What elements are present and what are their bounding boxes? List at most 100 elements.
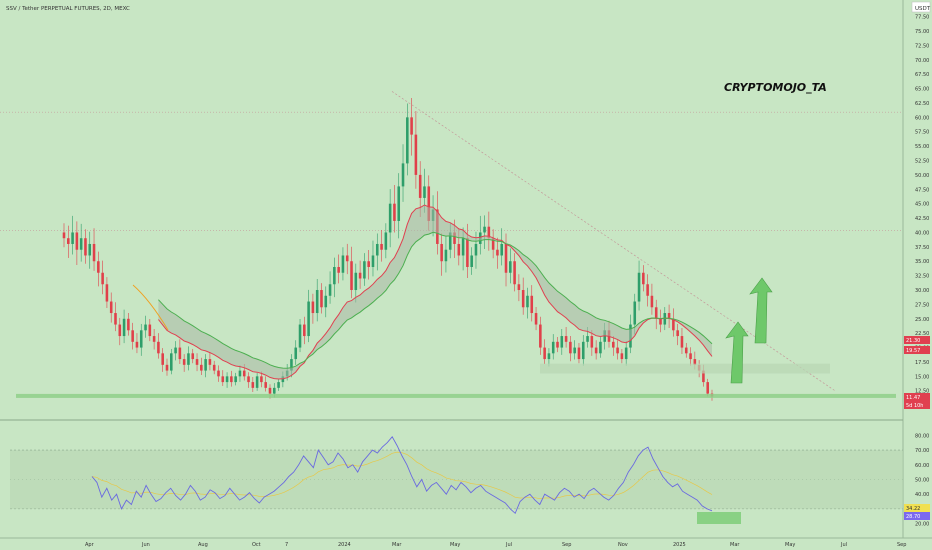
candle-body bbox=[616, 347, 619, 354]
candle-body bbox=[371, 255, 375, 267]
candle-body bbox=[414, 134, 418, 175]
candle-body bbox=[148, 324, 152, 337]
candle-body bbox=[187, 353, 190, 365]
price-tick-label: 72.50 bbox=[915, 43, 929, 49]
candle-body bbox=[144, 324, 147, 331]
candle-body bbox=[97, 261, 100, 273]
candle-body bbox=[92, 243, 96, 262]
candle-body bbox=[333, 266, 336, 285]
candle-body bbox=[556, 341, 559, 348]
price-tag bbox=[904, 401, 930, 409]
candle-body bbox=[650, 295, 654, 308]
candle-body bbox=[255, 376, 259, 388]
candle-body bbox=[521, 290, 525, 308]
candle-body bbox=[513, 261, 516, 285]
time-tick-label: Jun bbox=[141, 542, 150, 548]
candle-body bbox=[689, 353, 692, 360]
price-tick-label: 12.50 bbox=[915, 389, 929, 395]
candle-body bbox=[290, 359, 293, 371]
candle-body bbox=[169, 353, 173, 371]
candle-body bbox=[139, 330, 143, 348]
candle-body bbox=[217, 370, 220, 377]
bullish-arrow-large bbox=[749, 277, 773, 344]
candle-body bbox=[693, 359, 697, 365]
candle-body bbox=[152, 336, 156, 342]
currency-label: USDT bbox=[915, 6, 931, 12]
symbol-title: SSV / Tether PERPETUAL FUTURES, 2D, MEXC bbox=[6, 6, 130, 12]
price-tick-label: 52.50 bbox=[915, 159, 929, 165]
price-tick-label: 32.50 bbox=[915, 274, 929, 280]
support-zone bbox=[540, 363, 830, 374]
bullish-arrow-small bbox=[725, 321, 749, 384]
candle-body bbox=[251, 382, 255, 388]
time-tick-label: 2025 bbox=[673, 542, 686, 548]
candle-body bbox=[157, 341, 160, 354]
candle-body bbox=[294, 347, 298, 360]
candle-body bbox=[114, 313, 117, 325]
candle-body bbox=[654, 307, 658, 319]
candle-body bbox=[105, 284, 109, 302]
candle-body bbox=[161, 353, 164, 365]
candle-body bbox=[543, 347, 546, 360]
candle-body bbox=[487, 226, 491, 239]
time-tick-label: Sep bbox=[562, 542, 571, 548]
candle-body bbox=[586, 336, 589, 342]
candle-body bbox=[354, 272, 358, 291]
candle-body bbox=[496, 249, 499, 256]
price-tick-label: 30.00 bbox=[915, 288, 929, 294]
price-tick-label: 60.00 bbox=[915, 115, 929, 121]
candle-body bbox=[526, 295, 529, 308]
candle-body bbox=[534, 313, 538, 325]
candle-body bbox=[165, 364, 169, 371]
candle-body bbox=[427, 186, 431, 221]
candle-body bbox=[384, 232, 388, 250]
time-tick-label: 7 bbox=[285, 542, 288, 548]
candle-body bbox=[444, 249, 448, 262]
candle-body bbox=[470, 255, 473, 267]
candle-body bbox=[659, 318, 662, 325]
price-tick-label: 47.50 bbox=[915, 187, 929, 193]
candle-body bbox=[225, 376, 229, 383]
price-tick-label: 75.00 bbox=[915, 29, 929, 35]
candle-body bbox=[242, 370, 246, 377]
candle-body bbox=[79, 238, 83, 250]
rsi-value-tag-label: 28.70 bbox=[906, 514, 920, 520]
candle-body bbox=[109, 301, 113, 314]
candle-body bbox=[509, 261, 512, 273]
rsi-tick-label: 60.00 bbox=[915, 463, 929, 469]
price-tick-label: 62.50 bbox=[915, 101, 929, 107]
price-tick-label: 22.50 bbox=[915, 331, 929, 337]
candle-body bbox=[127, 318, 130, 331]
time-tick-label: Sep bbox=[897, 542, 906, 548]
candle-body bbox=[466, 238, 469, 267]
price-tick-label: 42.50 bbox=[915, 216, 929, 222]
candle-body bbox=[397, 186, 401, 221]
candle-body bbox=[530, 295, 534, 314]
candle-body bbox=[264, 382, 267, 388]
candle-body bbox=[75, 232, 79, 250]
rsi-band-fill bbox=[10, 450, 903, 509]
candle-body bbox=[680, 336, 684, 348]
candle-body bbox=[620, 353, 624, 360]
candle-body bbox=[191, 353, 195, 360]
candle-body bbox=[667, 313, 671, 319]
candle-body bbox=[388, 203, 392, 233]
price-tick-label: 50.00 bbox=[915, 173, 929, 179]
candle-body bbox=[174, 347, 177, 354]
price-tick-label: 45.00 bbox=[915, 202, 929, 208]
candle-body bbox=[84, 238, 87, 256]
rsi-oversold-highlight bbox=[697, 512, 741, 524]
candle-body bbox=[324, 295, 328, 308]
candle-body bbox=[599, 341, 602, 354]
candle-body bbox=[504, 243, 508, 273]
candle-body bbox=[62, 232, 66, 239]
candle-body bbox=[358, 272, 362, 279]
candle-body bbox=[612, 341, 615, 348]
candle-body bbox=[247, 376, 250, 383]
price-axis-panel bbox=[903, 0, 932, 550]
candle-body bbox=[272, 387, 276, 394]
price-tick-label: 70.00 bbox=[915, 58, 929, 64]
candle-body bbox=[337, 266, 340, 273]
price-tag-label: 5d 10h bbox=[906, 403, 923, 409]
